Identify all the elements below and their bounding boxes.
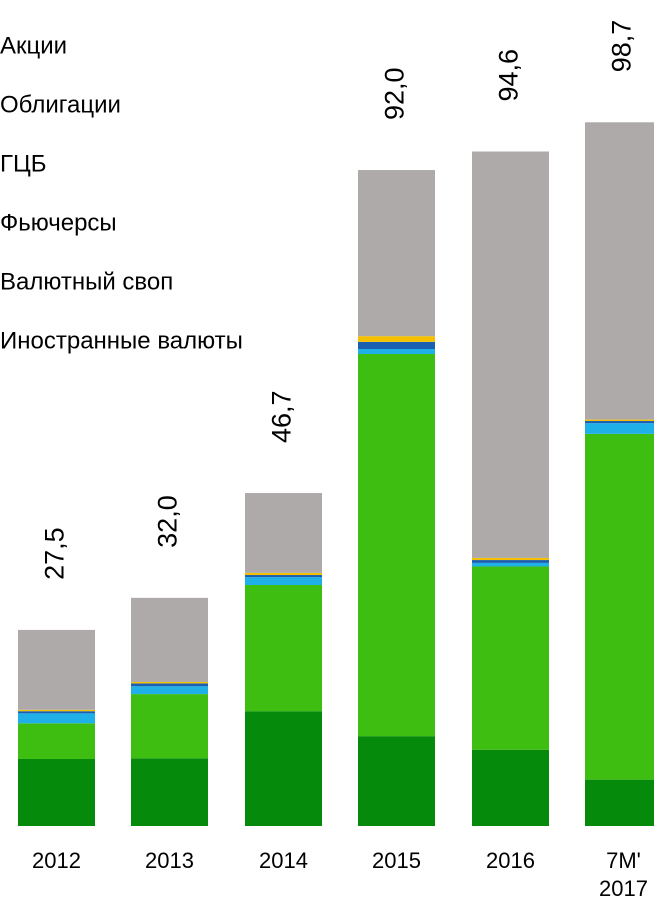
bar-segment [358, 341, 435, 350]
x-tick-label: 2012 [32, 848, 81, 873]
bar-segment [18, 629, 95, 710]
bar-segment [358, 170, 435, 337]
x-tick-label: 2014 [259, 848, 308, 873]
bar-segment [472, 560, 549, 563]
bar-segment [18, 713, 95, 724]
bar-segment [245, 711, 322, 826]
bar-segment [245, 493, 322, 573]
total-label: 98,7 [607, 20, 637, 73]
bar-segment [585, 779, 654, 826]
total-label: 46,7 [267, 390, 297, 443]
bar-segment [585, 419, 654, 422]
bar-segment [131, 694, 208, 759]
bar-segment [18, 709, 95, 712]
bar-segment [472, 749, 549, 826]
legend-entry: ГЦБ [0, 150, 47, 177]
x-tick-label: 2013 [145, 848, 194, 873]
bar-segment [18, 758, 95, 826]
bar-segment [245, 575, 322, 578]
bar-segment [358, 736, 435, 826]
total-label: 32,0 [153, 495, 183, 548]
total-label: 94,6 [494, 49, 524, 102]
bar-segment [18, 711, 95, 714]
bar-segment [245, 585, 322, 712]
legend-entry: Облигации [0, 91, 121, 118]
bar-segment [358, 336, 435, 342]
total-label: 27,5 [40, 527, 70, 580]
x-tick-label: 2015 [372, 848, 421, 873]
legend-entry: Акции [0, 32, 67, 59]
bar-segment [131, 597, 208, 682]
bar-segment [131, 683, 208, 687]
bar-segment [472, 566, 549, 750]
legend-entry: Валютный своп [0, 268, 173, 295]
bar-segment [472, 151, 549, 558]
bar-segment [472, 557, 549, 561]
bar-segment [358, 349, 435, 354]
bar-segment [245, 572, 322, 576]
bar-segment [585, 122, 654, 420]
legend-entry: Фьючерсы [0, 209, 117, 236]
x-tick-label: 7M' 2017 [599, 848, 648, 901]
bar-segment [131, 686, 208, 695]
bar-segment [585, 433, 654, 780]
bar-segment [131, 758, 208, 826]
total-label: 92,0 [380, 67, 410, 120]
bar-segment [18, 723, 95, 759]
bar-segment [358, 353, 435, 737]
bar-segment [245, 577, 322, 586]
bar-segment [585, 423, 654, 434]
legend-entry: Иностранные валюты [0, 327, 243, 354]
bar-segment [585, 421, 654, 424]
x-tick-label: 2016 [486, 848, 535, 873]
bar-segment [472, 562, 549, 567]
bar-segment [131, 681, 208, 684]
